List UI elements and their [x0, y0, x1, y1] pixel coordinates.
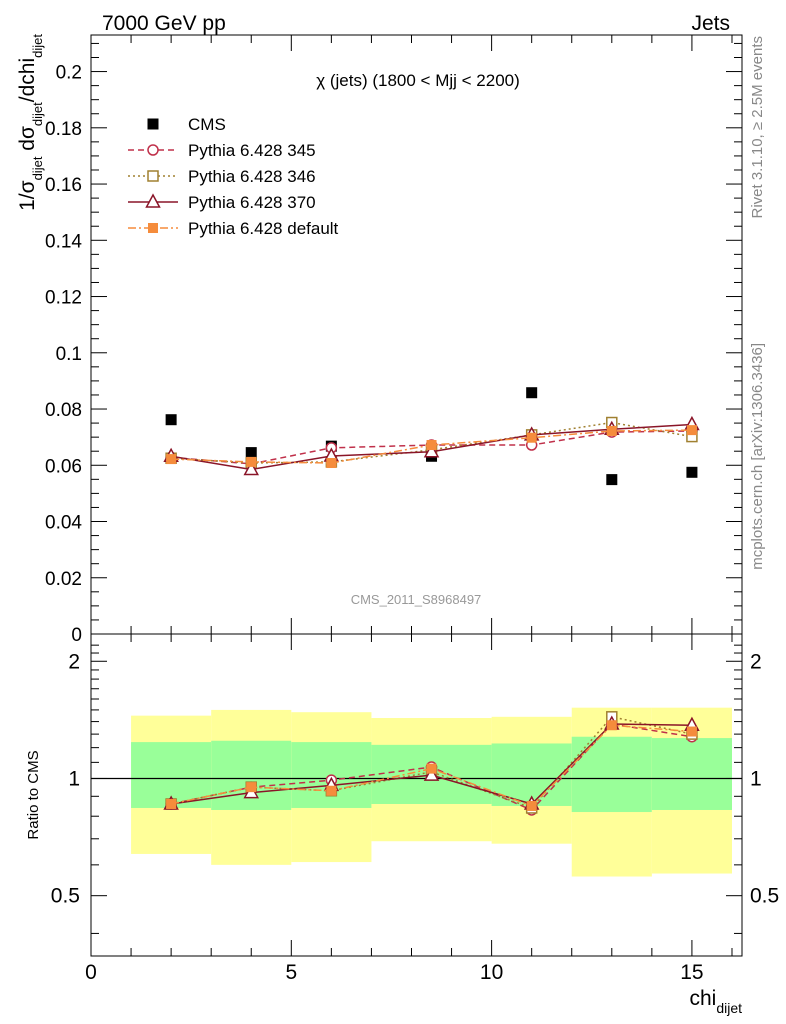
main-y-tick-label: 0 [71, 625, 82, 646]
pythia-4-ratio-point [526, 800, 537, 811]
main-y-tick-label: 0.08 [45, 400, 82, 421]
ratio-y-tick-label-right: 2 [750, 650, 762, 673]
main-y-tick-label: 0.04 [45, 513, 82, 534]
ratio-band-inner [651, 738, 732, 810]
x-tick-label: 5 [285, 961, 297, 984]
process-label: Jets [691, 12, 730, 35]
ratio-band-inner [211, 740, 292, 810]
legend-label: Pythia 6.428 370 [188, 193, 316, 212]
cms-data-point [165, 414, 177, 426]
x-tick-label: 15 [680, 961, 703, 984]
pythia-4-ratio-point [606, 720, 617, 731]
main-y-tick-label: 0.12 [45, 288, 82, 309]
main-y-tick-label: 0.14 [45, 231, 82, 252]
side-source-label: mcplots.cern.ch [arXiv:1306.3436] [749, 343, 766, 570]
pythia-4-ratio-point [686, 726, 697, 737]
pythia-3-main-point [423, 443, 440, 458]
legend-marker-4 [148, 223, 158, 233]
cms-data-point [526, 387, 538, 399]
main-y-axis-label: 1/σdijet dσdijet/dchidijet [16, 34, 45, 211]
pythia-4-ratio-point [326, 785, 337, 796]
pythia-3-ratio-point [423, 766, 440, 781]
main-y-tick-label: 0.18 [45, 119, 82, 140]
legend-marker-1 [147, 144, 159, 156]
ratio-y-axis-label: Ratio to CMS [25, 750, 42, 839]
main-y-tick-label: 0.02 [45, 569, 82, 590]
pythia-3-main-point [243, 460, 260, 476]
x-tick-label: 10 [480, 961, 503, 984]
ratio-band-inner [571, 736, 652, 813]
pythia-4-ratio-point [246, 782, 257, 793]
analysis-id-label: CMS_2011_S8968497 [351, 592, 482, 607]
main-y-tick-label: 0.1 [56, 344, 82, 365]
cms-data-point [245, 447, 257, 459]
legend-label: Pythia 6.428 346 [188, 167, 316, 186]
side-rivet-label: Rivet 3.1.10, ≥ 2.5M events [749, 36, 766, 219]
pythia-4-main-point [606, 425, 617, 436]
legend-label: Pythia 6.428 345 [188, 141, 316, 160]
pythia-4-main-point [426, 440, 437, 451]
legend: CMS Pythia 6.428 345 Pythia 6.428 346 Pythi… [128, 115, 339, 238]
x-axis: 0 5 10 15 [85, 35, 733, 984]
pythia-4-main-point [166, 454, 177, 465]
legend-marker-cms [147, 118, 159, 130]
legend-label: CMS [188, 115, 226, 134]
legend-marker-3 [145, 193, 161, 208]
ratio-series [163, 711, 700, 816]
cms-data-point [606, 474, 618, 486]
pythia-4-ratio-point [426, 763, 437, 774]
main-series [163, 387, 700, 486]
ratio-y-tick-label: 2 [68, 650, 80, 673]
x-tick-label: 0 [85, 961, 97, 984]
legend-marker-2 [147, 170, 159, 182]
ratio-y-axis: 0.5 0.5 1 1 2 2 [51, 644, 779, 934]
pythia-4-main-point [686, 425, 697, 436]
ratio-y-tick-label-right: 0.5 [750, 885, 779, 908]
x-axis-label: chidijet [689, 987, 742, 1016]
plot-title: χ (jets) (1800 < Mjj < 2200) [316, 71, 520, 90]
pythia-4-main-point [326, 458, 337, 469]
pythia-4-ratio-point [166, 798, 177, 809]
main-y-axis: 0 0.02 0.04 0.06 0.08 0.1 0.12 0.14 0.16 0.18 0.2 [45, 42, 742, 646]
ratio-bands [91, 707, 742, 877]
main-y-tick-label: 0.2 [56, 63, 82, 84]
main-y-tick-label: 0.06 [45, 456, 82, 477]
main-y-tick-label: 0.16 [45, 175, 82, 196]
legend-label: Pythia 6.428 default [188, 219, 339, 238]
pythia-4-main-point [526, 432, 537, 443]
ratio-y-tick-label-right: 1 [750, 767, 762, 790]
cms-data-point [686, 466, 698, 478]
ratio-y-tick-label: 0.5 [51, 885, 80, 908]
pythia-4-main-point [246, 456, 257, 467]
energy-label: 7000 GeV pp [102, 12, 226, 35]
ratio-plot-frame [90, 633, 743, 957]
ratio-y-tick-label: 1 [68, 767, 80, 790]
